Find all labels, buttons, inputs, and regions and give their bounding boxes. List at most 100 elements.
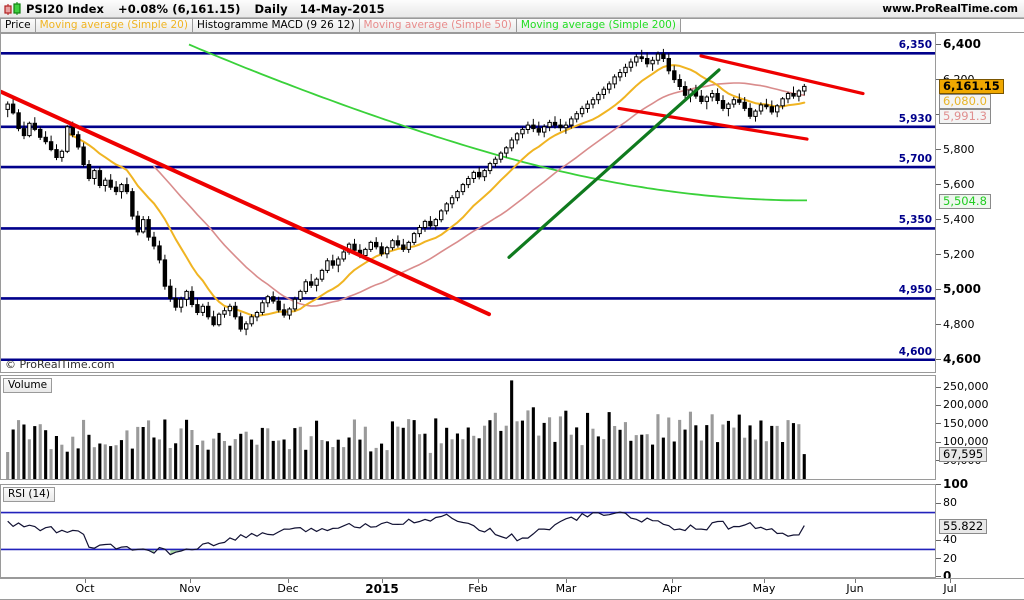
candle-down (276, 300, 281, 311)
legend-item-ma20[interactable]: Moving average (Simple 20) (35, 18, 193, 33)
candle-down (157, 245, 162, 261)
candle-up (482, 170, 487, 178)
volume-bar (618, 429, 622, 479)
price-plot-area[interactable] (1, 34, 935, 372)
rsi-axis-tick: 40 (936, 534, 957, 545)
time-axis-label: Oct (75, 582, 95, 595)
candle-down (764, 104, 769, 108)
volume-bar (607, 412, 611, 479)
volume-bar (380, 443, 384, 479)
volume-bar (661, 437, 665, 479)
candle-up (422, 220, 428, 228)
rsi-panel-tag[interactable]: RSI (14) (3, 487, 55, 502)
volume-bar (591, 428, 595, 479)
volume-bar (461, 439, 465, 479)
time-axis-tick (672, 579, 673, 583)
candle-down (401, 244, 406, 250)
legend-item-price[interactable]: Price (0, 18, 36, 33)
rsi-chart-panel[interactable]: RSI (14) (0, 484, 936, 578)
candle-up (406, 241, 411, 250)
price-level-label-4950: 4,950 (898, 284, 932, 297)
rsi-axis[interactable]: 100 80 40 20 0 55.822 (936, 478, 1024, 582)
candle-down (682, 86, 688, 96)
legend-item-ma200[interactable]: Moving average (Simple 200) (516, 18, 681, 33)
volume-axis-tick: 100,000 (936, 436, 989, 447)
legend-item-macd[interactable]: Histogramme MACD (9 26 12) (192, 18, 360, 33)
volume-bar (125, 430, 129, 479)
ma50-line (153, 82, 806, 307)
candle-down (558, 124, 563, 129)
candle-up (103, 179, 108, 186)
volume-bar (493, 412, 497, 479)
ma200-line (188, 43, 807, 202)
candle-up (444, 203, 449, 212)
rsi-value[interactable]: 55.822 (939, 518, 988, 534)
time-axis[interactable]: Oct Nov Dec 2015 Feb Mar Apr May Jun Jul (0, 578, 1024, 600)
price-axis-tick: 5,200 (936, 249, 975, 260)
candle-down (238, 316, 243, 330)
candle-up (184, 290, 189, 300)
price-axis[interactable]: 6,4006,2006,0005,8005,6005,4005,2005,000… (936, 33, 1024, 373)
candlestick-icon (2, 1, 26, 17)
price-value[interactable]: 6,161.15 (939, 79, 1004, 95)
volume-value[interactable]: 67,595 (939, 447, 988, 463)
volume-bar (526, 410, 530, 479)
price-axis-tick: 5,000 (936, 283, 981, 295)
candle-down (16, 112, 21, 130)
volume-bar (266, 428, 270, 479)
volume-bar (6, 452, 10, 479)
candle-down (536, 128, 541, 133)
rsi-plot-area[interactable] (1, 485, 935, 577)
ma200-value[interactable]: 5,504.8 (939, 194, 991, 210)
trendline-up-support (507, 68, 721, 259)
time-axis-label: May (752, 582, 776, 595)
price-chart-panel[interactable]: © ProRealTime.com (0, 33, 936, 373)
candle-down (146, 219, 151, 238)
volume-bar (271, 440, 275, 479)
volume-plot-area[interactable] (1, 376, 935, 479)
candle-down (672, 70, 677, 81)
volume-bar (147, 420, 151, 479)
volume-bar (407, 419, 411, 479)
candle-up (216, 313, 222, 326)
candle-up (726, 103, 731, 109)
candle-down (271, 296, 276, 302)
volume-bar (515, 421, 519, 479)
volume-bar (737, 414, 741, 479)
candle-up (802, 85, 807, 92)
price-axis-tick: 4,800 (936, 319, 975, 330)
volume-panel-tag[interactable]: Volume (3, 378, 53, 393)
volume-bar (748, 425, 752, 479)
candle-up (525, 124, 531, 130)
candle-up (780, 98, 785, 107)
candle-up (623, 66, 628, 74)
ma20-value[interactable]: 6,080.0 (939, 93, 991, 109)
volume-series (6, 380, 806, 479)
ma50-value[interactable]: 5,991.3 (939, 109, 991, 125)
volume-bar (569, 434, 573, 479)
volume-bar (418, 434, 422, 479)
candle-down (86, 164, 92, 179)
volume-bar (510, 380, 514, 479)
candle-down (309, 281, 314, 286)
volume-bar (109, 446, 113, 479)
candle-down (699, 95, 704, 103)
price-axis-tick: 5,600 (936, 179, 975, 190)
candle-up (244, 323, 249, 330)
trendline-down-lower-right (617, 106, 809, 141)
volume-bar (477, 438, 481, 479)
volume-bar (304, 449, 308, 479)
candle-down (173, 297, 178, 308)
volume-bar (17, 420, 21, 479)
legend-item-ma50[interactable]: Moving average (Simple 50) (359, 18, 517, 33)
candle-down (395, 240, 401, 246)
volume-chart-panel[interactable]: Volume (0, 375, 936, 480)
candle-up (265, 296, 271, 304)
volume-bar (141, 427, 145, 479)
volume-bar (531, 407, 535, 479)
candle-up (753, 110, 758, 117)
volume-bar (130, 448, 134, 479)
candle-up (796, 90, 802, 97)
candle-down (552, 121, 558, 126)
